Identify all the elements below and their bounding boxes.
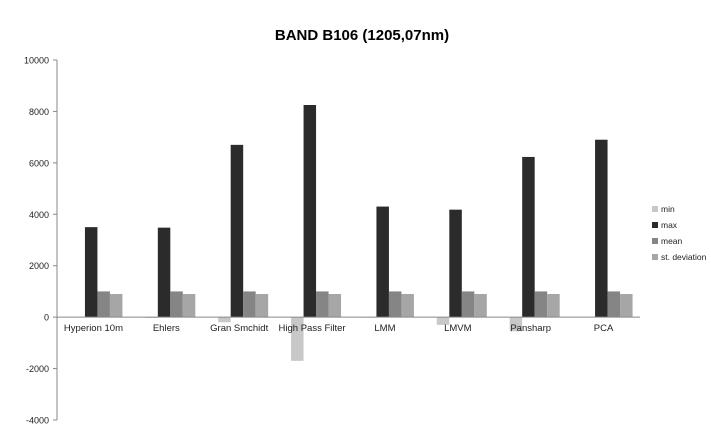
- y-tick-label: 4000: [29, 210, 49, 220]
- bar-mean: [170, 291, 183, 318]
- legend-swatch: [652, 206, 658, 212]
- legend: min max mean st. deviation: [652, 204, 707, 262]
- y-tick-label: 8000: [29, 107, 49, 117]
- bar-mean: [243, 291, 256, 318]
- bar-st-deviation: [620, 294, 633, 318]
- x-category-label: PCA: [594, 323, 614, 334]
- bar-mean: [388, 291, 402, 318]
- x-category-label: Pansharp: [510, 323, 551, 334]
- bar-mean: [461, 291, 475, 318]
- y-tick-label: 0: [44, 313, 49, 323]
- y-tick-label: 6000: [29, 158, 49, 168]
- x-category-label: Hyperion 10m: [64, 323, 123, 334]
- bar-st-deviation: [328, 294, 342, 318]
- x-axis: Hyperion 10m Ehlers Gran Smchidt High Pass …: [57, 316, 640, 334]
- bar-mean: [97, 291, 110, 318]
- legend-swatch: [652, 222, 658, 228]
- bar-max: [157, 227, 171, 318]
- bar-max: [376, 206, 389, 318]
- bar-st-deviation: [255, 294, 269, 318]
- legend-label: min: [661, 204, 675, 214]
- chart-title: BAND B106 (1205,07nm): [275, 27, 449, 44]
- x-category-label: High Pass Filter: [279, 323, 346, 334]
- legend-label: mean: [661, 236, 683, 246]
- x-category-label: Gran Smchidt: [210, 323, 268, 334]
- y-tick-label: -2000: [26, 364, 49, 374]
- bar-st-deviation: [474, 294, 487, 318]
- bar-mean: [316, 291, 329, 318]
- bar-min: [436, 317, 450, 325]
- bar-min: [509, 317, 523, 332]
- bar-min: [291, 317, 304, 361]
- legend-swatch: [652, 254, 658, 260]
- y-axis: -4000 -2000 0 2000 4000 6000 8000 10000: [24, 56, 58, 426]
- x-category-label: LMVM: [444, 323, 472, 334]
- x-category-label: Ehlers: [153, 323, 180, 334]
- y-tick-label: 2000: [29, 261, 49, 271]
- bars: [84, 105, 633, 361]
- bar-max: [522, 156, 535, 318]
- bar-max: [595, 139, 608, 318]
- bar-mean: [534, 291, 548, 318]
- legend-label: max: [661, 220, 678, 230]
- y-tick-label: -4000: [26, 416, 49, 426]
- bar-st-deviation: [182, 294, 196, 318]
- bar-st-deviation: [401, 294, 414, 318]
- bar-mean: [607, 291, 621, 318]
- legend-label: st. deviation: [661, 252, 707, 262]
- bar-max: [449, 209, 462, 318]
- bar-st-deviation: [547, 294, 560, 318]
- x-category-label: LMM: [374, 323, 395, 334]
- legend-swatch: [652, 238, 658, 244]
- bar-max: [303, 105, 317, 318]
- bar-max: [230, 144, 244, 318]
- bar-st-deviation: [109, 294, 123, 318]
- bar-min: [218, 317, 231, 323]
- y-tick-label: 10000: [24, 56, 49, 66]
- bar-max: [84, 227, 98, 318]
